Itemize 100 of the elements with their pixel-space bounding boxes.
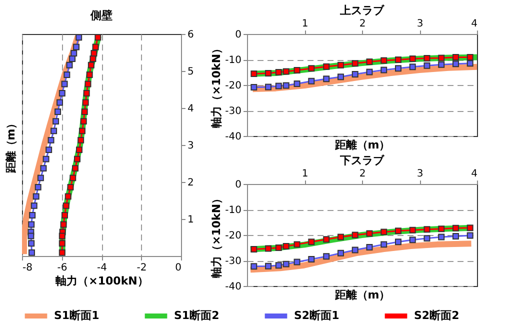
- point: [308, 78, 315, 84]
- chart-title: 側壁: [90, 9, 112, 22]
- point: [438, 54, 445, 62]
- point: [275, 69, 282, 76]
- point: [294, 66, 300, 74]
- x-tick-label: -4: [97, 262, 107, 274]
- point: [308, 65, 315, 72]
- x-tick-label: 3: [416, 168, 424, 180]
- point: [452, 60, 459, 68]
- point: [466, 60, 474, 67]
- x-tick-label: 2: [359, 18, 366, 30]
- point: [380, 66, 388, 74]
- y-tick-label: -10: [225, 205, 242, 216]
- point: [366, 230, 373, 237]
- point: [409, 55, 416, 62]
- point: [409, 226, 416, 234]
- y-tick-label: -40: [225, 282, 242, 292]
- x-axis-title: 距離（m）: [334, 138, 390, 152]
- x-tick-label: 4: [471, 168, 478, 180]
- point: [250, 246, 258, 253]
- point: [380, 241, 388, 248]
- chart-title: 下スラブ: [339, 154, 385, 167]
- point: [394, 238, 402, 246]
- point: [452, 224, 459, 232]
- point: [337, 62, 344, 68]
- point: [265, 262, 272, 270]
- point: [438, 226, 445, 232]
- point: [452, 54, 459, 60]
- x-tick-label: 2: [359, 168, 366, 180]
- point: [337, 234, 344, 240]
- point: [424, 62, 430, 69]
- point: [282, 260, 290, 268]
- legend-label: S2断面2: [414, 309, 460, 322]
- y-tick-label: 5: [188, 66, 194, 78]
- x-axis-title: 軸力（×100kN）: [54, 274, 148, 288]
- x-tick-label: -6: [57, 262, 68, 274]
- point: [352, 60, 358, 67]
- point: [466, 224, 474, 232]
- point: [337, 74, 344, 80]
- y-tick-label: -40: [225, 132, 242, 142]
- point: [438, 61, 445, 68]
- y-axis-title: 距離（m）: [4, 118, 18, 174]
- y-axis-title: 軸力（×10kN）: [210, 192, 224, 280]
- y-tick-label: -30: [225, 106, 242, 117]
- point: [294, 80, 300, 87]
- x-tick-label: 1: [302, 18, 308, 30]
- legend-label: S1断面2: [174, 309, 220, 322]
- point: [366, 244, 373, 250]
- point: [466, 232, 474, 239]
- point: [282, 68, 290, 75]
- point: [394, 65, 402, 72]
- x-tick-label: 3: [416, 18, 424, 30]
- point: [323, 253, 330, 260]
- point: [323, 76, 330, 82]
- y-tick-label: -20: [225, 230, 242, 242]
- point: [275, 262, 282, 269]
- y-tick-label: 1: [188, 214, 194, 226]
- chart-title: 上スラブ: [339, 4, 385, 17]
- y-tick-label: -30: [225, 256, 242, 267]
- point: [265, 245, 272, 252]
- x-tick-label: 0: [175, 262, 182, 274]
- point: [352, 246, 358, 254]
- y-axis-title: 軸力（×10kN）: [210, 42, 224, 130]
- point: [352, 232, 358, 238]
- point: [275, 82, 282, 90]
- point: [409, 236, 416, 244]
- x-axis-title: 距離（m）: [334, 288, 390, 302]
- point: [424, 54, 430, 62]
- point: [275, 244, 282, 251]
- x-tick-label: 4: [471, 18, 478, 30]
- point: [282, 242, 290, 250]
- y-tick-label: 6: [188, 30, 194, 40]
- point: [466, 54, 474, 60]
- point: [394, 228, 402, 234]
- legend-label: S1断面1: [54, 309, 100, 322]
- point: [250, 70, 258, 78]
- y-tick-label: -20: [225, 80, 242, 92]
- point: [250, 84, 258, 91]
- point: [424, 235, 430, 242]
- point: [352, 71, 358, 78]
- point: [366, 58, 373, 66]
- point: [409, 64, 416, 70]
- point: [337, 250, 344, 256]
- y-tick-label: 0: [235, 30, 242, 40]
- y-tick-label: 3: [188, 140, 194, 152]
- y-tick-label: 4: [188, 104, 194, 114]
- point: [394, 56, 402, 63]
- point: [282, 82, 290, 89]
- point: [452, 233, 459, 240]
- point: [366, 68, 373, 76]
- x-tick-label: -2: [136, 262, 147, 274]
- y-tick-label: 0: [235, 180, 242, 190]
- point: [294, 258, 300, 266]
- x-tick-label: 1: [302, 168, 308, 180]
- point: [250, 263, 258, 270]
- point: [380, 228, 388, 236]
- y-tick-label: -10: [225, 55, 242, 66]
- point: [424, 226, 430, 233]
- point: [323, 63, 330, 70]
- point: [294, 241, 300, 248]
